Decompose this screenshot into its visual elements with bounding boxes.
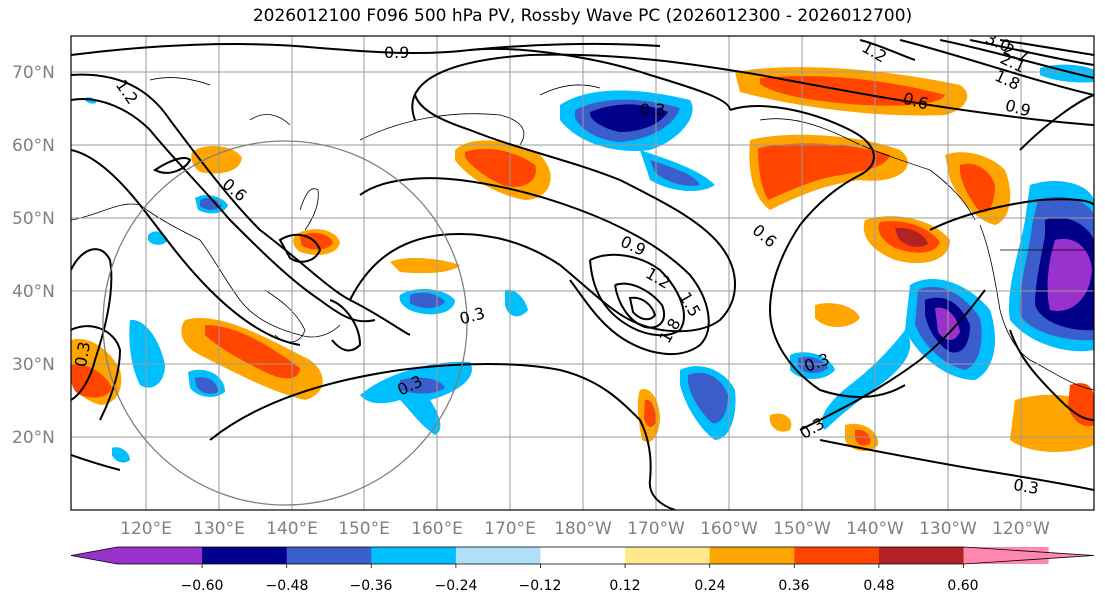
lon-label-140w: 140°W: [846, 519, 904, 539]
lon-label-170w: 170°W: [627, 519, 685, 539]
lat-label-60n: 60°N: [12, 136, 55, 156]
colorbar-segment: [794, 547, 880, 564]
contour-label: 0.3: [640, 100, 665, 119]
colorbar-segment: [625, 547, 711, 564]
colorbar-tick-label: 0.24: [694, 578, 725, 594]
lon-label-120w: 120°W: [992, 519, 1050, 539]
colorbar-tick-label: 0.60: [947, 578, 978, 594]
lon-label-180w: 180°W: [554, 519, 612, 539]
lon-label-160e: 160°E: [411, 519, 463, 539]
colorbar-segment: [709, 547, 795, 564]
pv-contours: [71, 39, 1094, 510]
colorbar-segment: [202, 547, 288, 564]
colorbar-tick-label: 0.48: [863, 578, 894, 594]
colorbar-segment: [455, 547, 541, 564]
colorbar-tick-label: −0.48: [266, 578, 309, 594]
lon-label-170e: 170°E: [484, 519, 536, 539]
colorbar-segment: [286, 547, 372, 564]
colorbar-segment: [540, 547, 626, 564]
colorbar-segment: [117, 547, 203, 564]
pv-anomaly-shading: [71, 64, 1094, 463]
lon-label-150e: 150°E: [338, 519, 390, 539]
lon-label-130w: 130°W: [919, 519, 977, 539]
lat-label-40n: 40°N: [12, 282, 55, 302]
lon-label-130e: 130°E: [193, 519, 245, 539]
lat-label-20n: 20°N: [12, 428, 55, 448]
colorbar-extend-min: [71, 547, 118, 564]
colorbar-segment: [878, 547, 964, 564]
colorbar-outline: [70, 546, 1095, 565]
lat-label-70n: 70°N: [12, 63, 55, 83]
colorbar-tick-label: −0.60: [181, 578, 224, 594]
contour-label: 0.3: [1012, 475, 1040, 498]
graticule: [71, 36, 1094, 510]
colorbar-segment: [371, 547, 457, 564]
contour-label: 0.3: [71, 340, 94, 368]
colorbar-tick-label: 0.36: [778, 578, 809, 594]
plot-frame: [70, 35, 1095, 511]
analysis-circle: [102, 140, 468, 506]
map-plot-area: 0.9 1.2 0.6 0.3 0.9 1.2 1.5 1.8 0.6 0.3 …: [71, 36, 1094, 510]
colorbar: [70, 546, 1095, 568]
coastlines: [71, 77, 1094, 391]
lon-label-140e: 140°E: [266, 519, 318, 539]
latitude-labels: 70°N 60°N 50°N 40°N 30°N 20°N: [12, 63, 55, 448]
longitude-labels: 120°E 130°E 140°E 150°E 160°E 170°E 180°…: [120, 519, 1050, 539]
lon-label-150w: 150°W: [773, 519, 831, 539]
colorbar-tick-label: −0.12: [519, 578, 562, 594]
map-title: 2026012100 F096 500 hPa PV, Rossby Wave …: [252, 6, 913, 26]
colorbar-tick-label: −0.24: [435, 578, 478, 594]
colorbar-tick-label: −0.36: [350, 578, 393, 594]
contour-label: 0.9: [384, 43, 409, 62]
lon-label-120e: 120°E: [120, 519, 172, 539]
lon-label-160w: 160°W: [700, 519, 758, 539]
lat-label-50n: 50°N: [12, 209, 55, 229]
colorbar-tick-label: 0.12: [609, 578, 640, 594]
colorbar-tick-labels: −0.60 −0.48 −0.36 −0.24 −0.12 0.12 0.24 …: [181, 578, 979, 594]
lat-label-30n: 30°N: [12, 355, 55, 375]
colorbar-extend-max: [963, 547, 1094, 564]
